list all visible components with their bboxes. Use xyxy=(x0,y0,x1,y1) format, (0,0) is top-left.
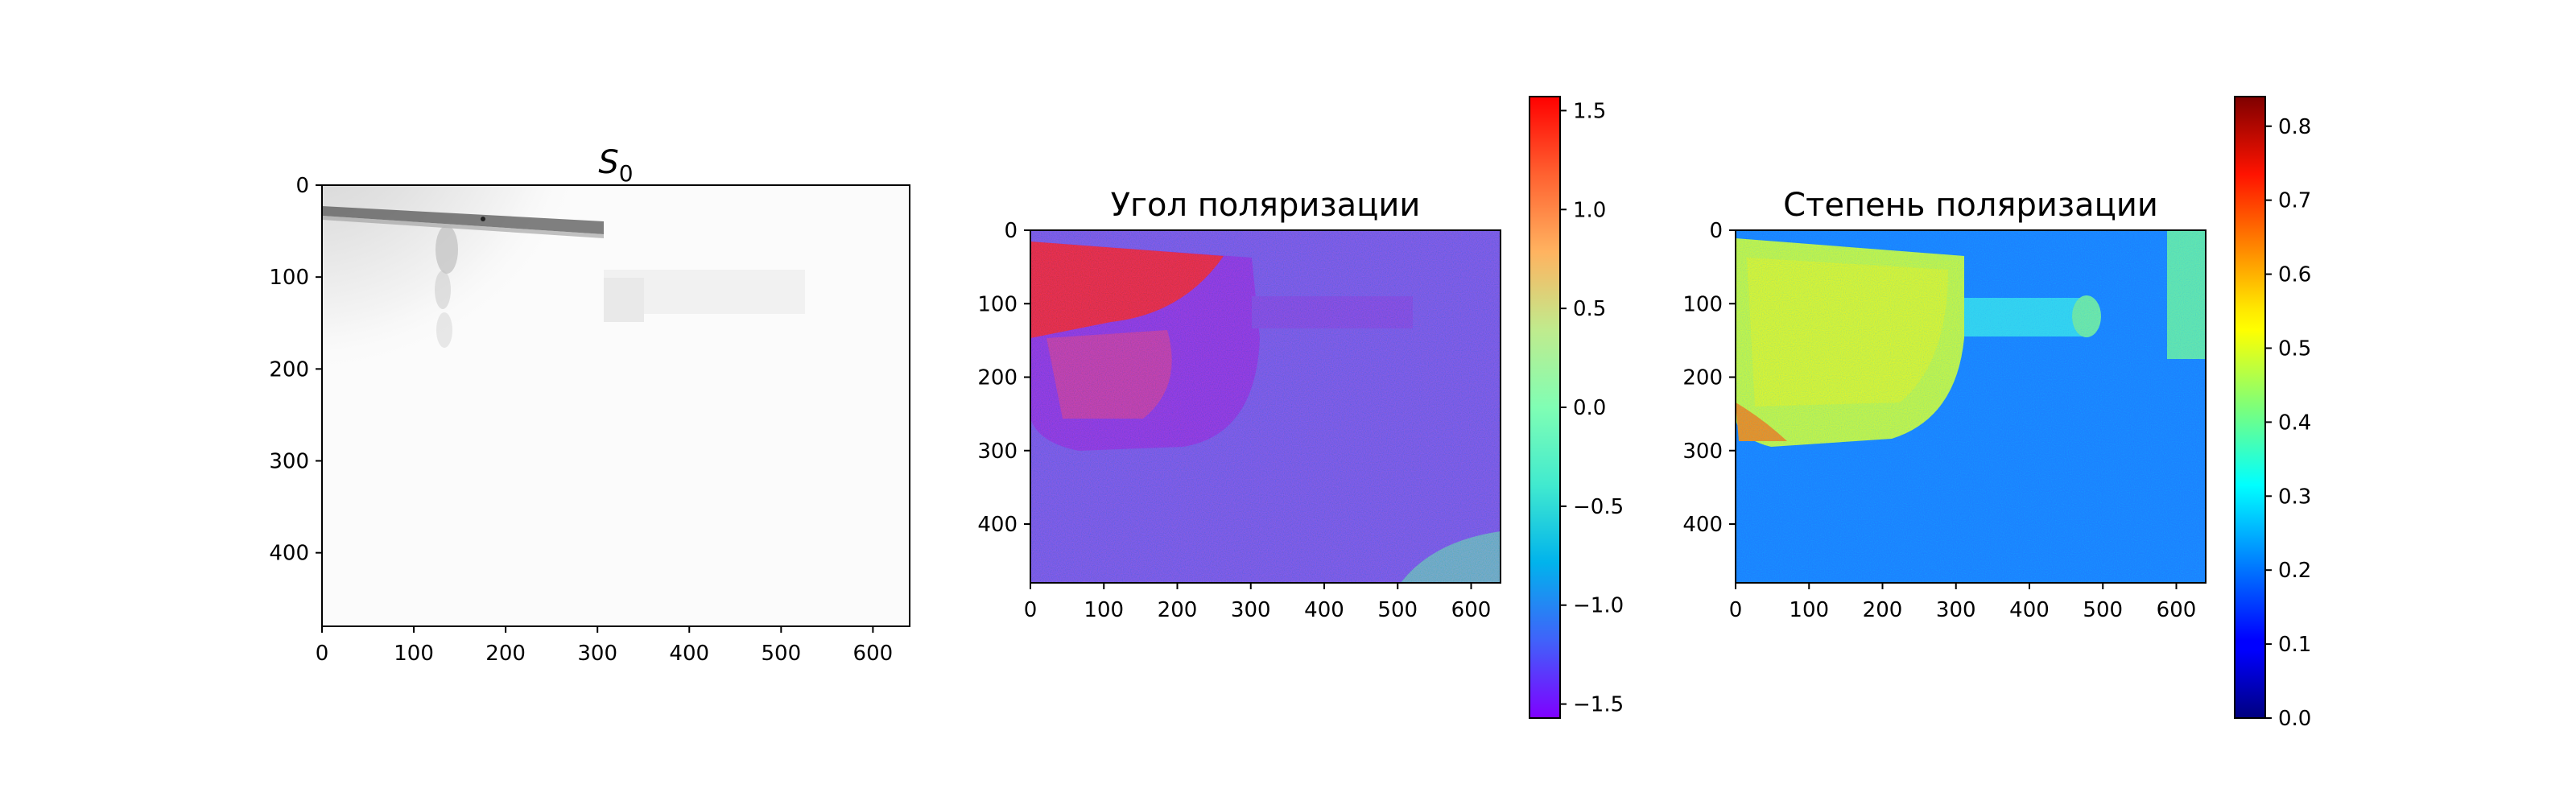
x-tick-label: 100 xyxy=(1789,598,1829,622)
x-tick-label: 500 xyxy=(1377,598,1418,622)
colorbar-tick-label: 0.6 xyxy=(2278,263,2311,287)
panel-angle-title: Угол поляризации xyxy=(1111,187,1421,224)
degree-axes-frame xyxy=(1735,229,2207,584)
x-tick-label: 100 xyxy=(1084,598,1124,622)
x-tick-label: 200 xyxy=(485,642,526,666)
degree-image xyxy=(1736,230,2206,583)
y-tick-label: 400 xyxy=(269,542,309,566)
colorbar-tick-label: −0.5 xyxy=(1573,495,1624,519)
x-tick-label: 0 xyxy=(316,642,329,666)
y-tick-label: 100 xyxy=(269,266,309,290)
x-tick-label: 200 xyxy=(1863,598,1903,622)
y-tick-label: 0 xyxy=(1004,219,1018,243)
x-tick-label: 200 xyxy=(1158,598,1198,622)
y-tick-label: 100 xyxy=(1682,292,1723,316)
y-tick-label: 200 xyxy=(1682,366,1723,390)
panel-angle: Угол поляризации 0 100 200 300 400 500 600 0 100… xyxy=(977,96,1624,719)
angle-colorbar xyxy=(1529,96,1561,719)
x-tick-label: 0 xyxy=(1729,598,1743,622)
y-tick-label: 400 xyxy=(1682,513,1723,537)
colorbar-tick-label: 0.2 xyxy=(2278,559,2311,583)
colorbar-tick-label: 0.4 xyxy=(2278,411,2311,435)
colorbar-tick-label: 1.0 xyxy=(1573,198,1606,222)
colorbar-tick-label: 0.7 xyxy=(2278,189,2311,213)
colorbar-tick-label: −1.5 xyxy=(1573,693,1624,717)
degree-ticks: 0 100 200 300 400 500 600 0 100 200 300 400 xyxy=(1682,219,2196,622)
colorbar-tick-label: 0.3 xyxy=(2278,485,2311,509)
colorbar-tick-label: −1.0 xyxy=(1573,594,1624,618)
colorbar-tick-label: 1.5 xyxy=(1573,99,1606,123)
panel-degree-title: Степень поляризации xyxy=(1783,187,2158,224)
y-tick-label: 0 xyxy=(295,174,309,198)
y-tick-label: 100 xyxy=(977,292,1018,316)
colorbar-tick-label: 0.5 xyxy=(1573,297,1606,321)
angle-axes-frame xyxy=(1030,229,1501,584)
panel-s0: S0 0 100 200 300 400 500 600 0 100 200 300 400 xyxy=(269,144,910,666)
x-tick-label: 400 xyxy=(1304,598,1344,622)
x-tick-label: 100 xyxy=(394,642,434,666)
x-tick-label: 600 xyxy=(853,642,894,666)
y-tick-label: 300 xyxy=(977,440,1018,464)
x-tick-label: 0 xyxy=(1024,598,1038,622)
colorbar-tick-label: 0.5 xyxy=(2278,336,2311,361)
x-tick-label: 500 xyxy=(2083,598,2123,622)
x-tick-label: 400 xyxy=(669,642,709,666)
x-tick-label: 300 xyxy=(1231,598,1271,622)
degree-colorbar xyxy=(2234,96,2266,719)
y-tick-label: 0 xyxy=(1709,219,1723,243)
colorbar-tick-label: 0.1 xyxy=(2278,633,2311,657)
angle-colorbar-ticks: −1.5 −1.0 −0.5 0.0 0.5 1.0 1.5 xyxy=(1560,99,1624,717)
panel-degree: Степень поляризации 0 100 200 300 400 500 6000… xyxy=(1682,96,2311,731)
y-tick-label: 200 xyxy=(977,366,1018,390)
degree-colorbar-ticks: 0.0 0.1 0.2 0.3 0.4 0.5 0.6 0.7 0.8 xyxy=(2265,115,2311,731)
x-tick-label: 500 xyxy=(761,642,801,666)
s0-image xyxy=(322,185,910,626)
angle-image xyxy=(1030,230,1501,583)
colorbar-tick-label: 0.0 xyxy=(2278,707,2311,731)
y-tick-label: 400 xyxy=(977,513,1018,537)
x-tick-label: 300 xyxy=(577,642,617,666)
s0-ticks: 0 100 200 300 400 500 600 0 100 200 300 400 xyxy=(269,174,893,666)
y-tick-label: 300 xyxy=(1682,440,1723,464)
x-tick-label: 600 xyxy=(2157,598,2197,622)
x-tick-label: 600 xyxy=(1451,598,1492,622)
s0-axes-frame xyxy=(321,184,910,627)
y-tick-label: 300 xyxy=(269,450,309,474)
panel-s0-title: S0 xyxy=(598,144,633,187)
x-tick-label: 400 xyxy=(2009,598,2050,622)
angle-ticks: 0 100 200 300 400 500 600 0 100 200 300 400 xyxy=(977,219,1491,622)
x-tick-label: 300 xyxy=(1936,598,1976,622)
colorbar-tick-label: 0.0 xyxy=(1573,396,1606,420)
y-tick-label: 200 xyxy=(269,357,309,382)
colorbar-tick-label: 0.8 xyxy=(2278,115,2311,139)
